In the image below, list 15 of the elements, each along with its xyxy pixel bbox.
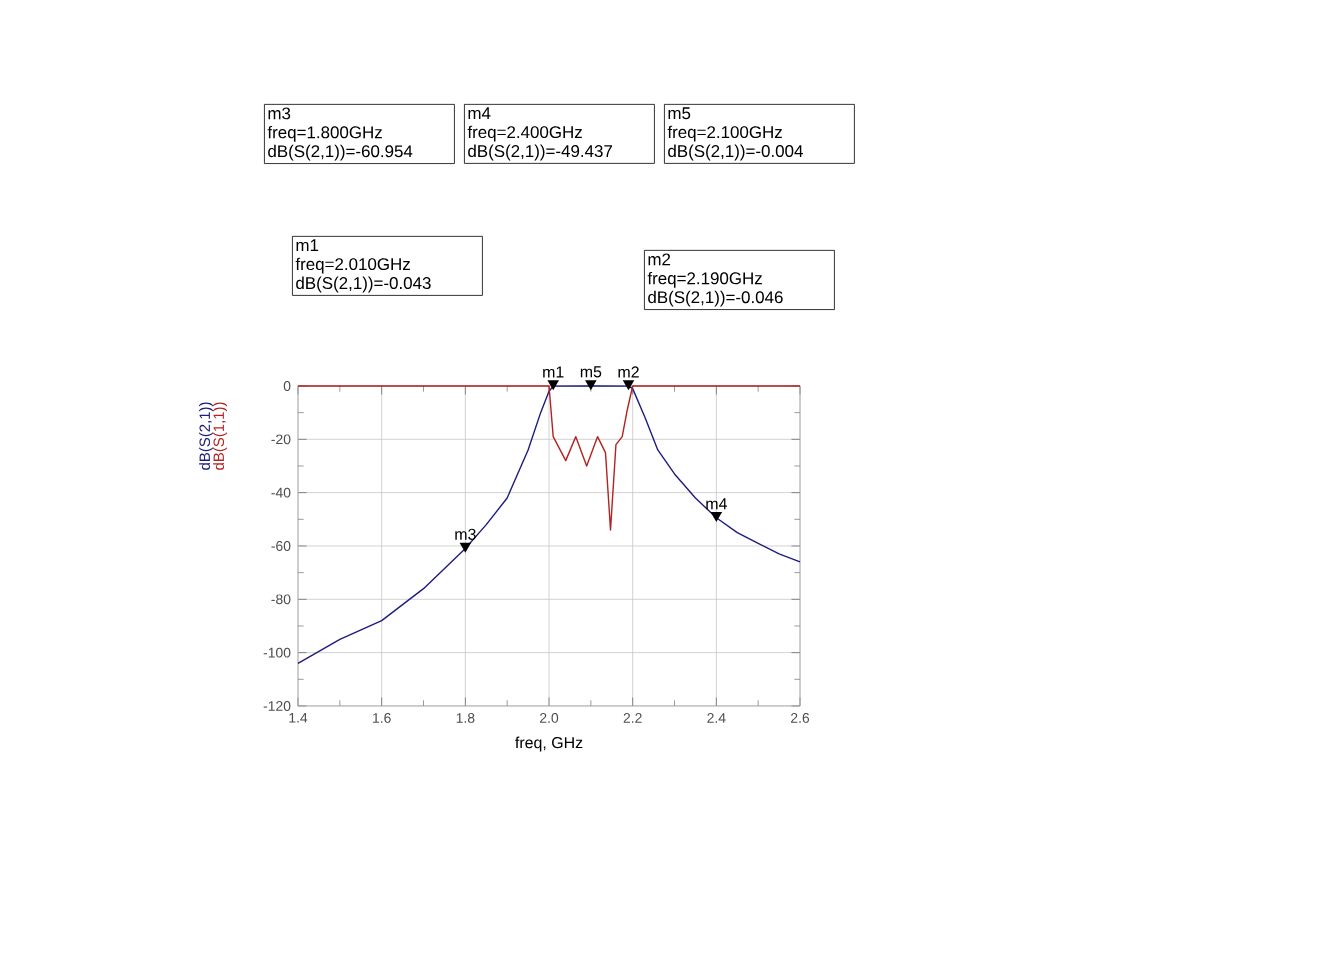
text: m1 xyxy=(296,239,319,252)
text: freq=2.010GHz xyxy=(295,257,410,274)
text: freq=2.190GHz xyxy=(647,271,762,288)
text: dB(S(2,1))=-0.046 xyxy=(648,290,783,307)
text: dB(S(2,1))=-0.043 xyxy=(296,276,431,293)
text: m5 xyxy=(668,107,691,120)
text: m3 xyxy=(268,107,291,120)
text: freq=2.100GHz xyxy=(667,125,782,142)
text: dB(S(2,1))=-60.954 xyxy=(268,144,413,161)
text: m2 xyxy=(648,253,671,266)
text: dB(S(2,1))=-49.437 xyxy=(468,144,612,161)
text: m4 xyxy=(468,107,491,120)
text: dB(S(2,1))=-0.004 xyxy=(668,144,803,161)
text: freq=1.800GHz xyxy=(267,125,382,142)
text: freq=2.400GHz xyxy=(467,125,582,142)
